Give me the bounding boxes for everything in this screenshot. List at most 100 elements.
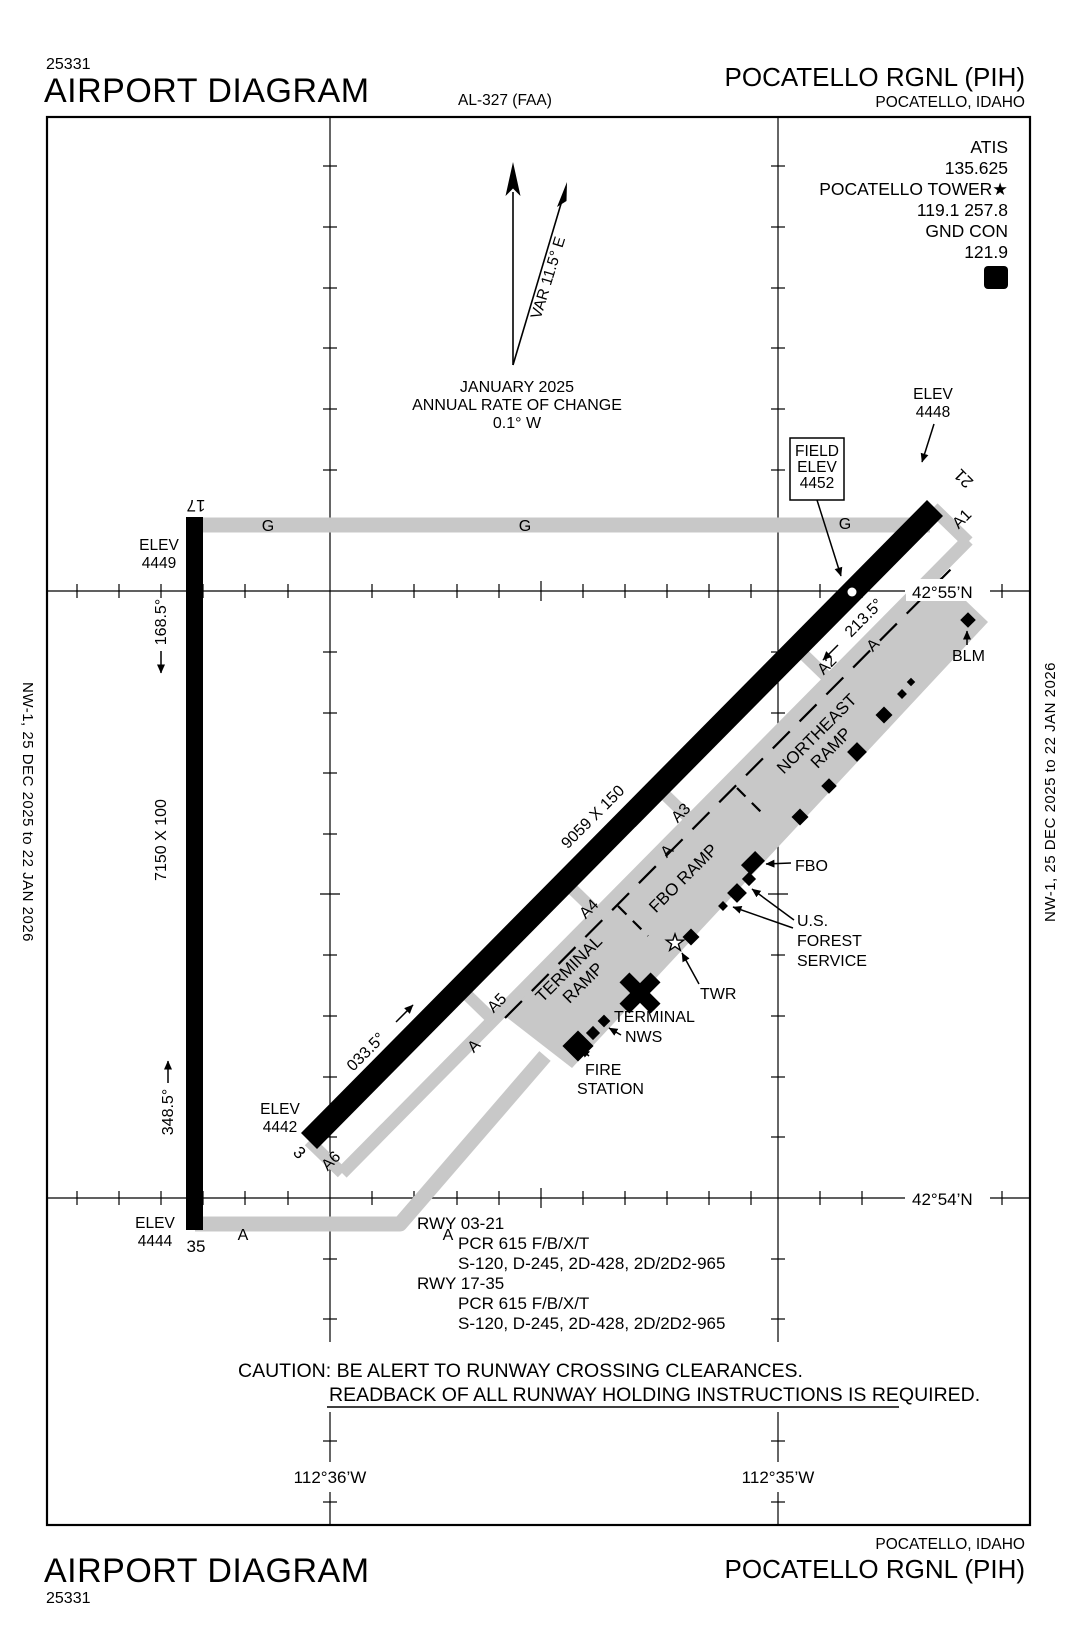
field-elev-point: [847, 587, 857, 597]
taxiway-g-label-1: G: [262, 518, 274, 535]
graticule-ticks: [76, 165, 1003, 1503]
building-terminal: [619, 972, 661, 1014]
elev-17-word: ELEV: [139, 537, 179, 554]
fire-station-label-2: STATION: [577, 1081, 644, 1098]
fbo-label: FBO: [795, 858, 828, 875]
elev-4448-arrow: [920, 423, 935, 463]
chart-code-top: 25331: [46, 56, 91, 73]
caution-line-2: READBACK OF ALL RUNWAY HOLDING INSTRUCTI…: [329, 1384, 980, 1406]
building-nws-1: [585, 1025, 601, 1041]
d-atis-icon: [984, 266, 1008, 289]
tower-label: POCATELLO TOWER★: [819, 179, 1008, 199]
variation-label: VAR 11.5° E: [528, 235, 569, 321]
magvar-date: JANUARY 2025: [460, 379, 574, 396]
fire-station-label-1: FIRE: [585, 1062, 621, 1079]
runway-3-number: 3: [289, 1143, 309, 1163]
fbo-arrow: [765, 859, 792, 868]
apron: [505, 576, 988, 1068]
runway-03-21: [301, 500, 943, 1149]
building-usfs-2: [741, 871, 757, 887]
nws-label: NWS: [625, 1029, 662, 1046]
elev-3-word: ELEV: [260, 1101, 300, 1118]
usfs-label-2: FOREST: [797, 933, 862, 950]
magvar-rate-1: ANNUAL RATE OF CHANGE: [412, 397, 622, 414]
caution-block: CAUTION: BE ALERT TO RUNWAY CROSSING CLE…: [238, 1360, 980, 1408]
variation-arrowhead-icon: [557, 182, 567, 207]
usfs-label-1: U.S.: [797, 913, 828, 930]
lat-54-bg: [906, 1186, 990, 1208]
twr-arrow: [681, 952, 700, 985]
taxiway-a-label-4: A: [238, 1227, 249, 1244]
lon-36-label: 112°36’W: [294, 1468, 367, 1487]
taxiway-g-label-2: G: [519, 518, 531, 535]
lat-54-label: 42°54’N: [912, 1190, 973, 1209]
chart-code-bottom: 25331: [46, 1590, 91, 1607]
building-blm: [960, 612, 976, 628]
taxiway-a-label-5: A: [443, 1227, 454, 1244]
field-elev-line1: FIELD: [795, 443, 839, 460]
field-elev-box: FIELD ELEV 4452: [789, 437, 845, 501]
hdg-168-label: 168.5°: [153, 599, 170, 645]
hdg-348-label: 348.5°: [160, 1089, 177, 1135]
airport-name-bottom: POCATELLO RGNL (PIH): [724, 1554, 1026, 1584]
runway-17-35: [186, 517, 203, 1230]
atis-label: ATIS: [970, 137, 1008, 157]
rwy-data-line-3: S-120, D-245, 2D-428, 2D/2D2-965: [458, 1254, 725, 1273]
elev-35-word: ELEV: [135, 1215, 175, 1232]
runway-data-block: RWY 03-21 PCR 615 F/B/X/T S-120, D-245, …: [417, 1214, 725, 1333]
runway-21-number: 21: [950, 465, 977, 492]
airport-city-top: POCATELLO, IDAHO: [875, 94, 1025, 111]
nws-arrow: [608, 1027, 622, 1036]
north-arrowhead-icon: [505, 162, 521, 196]
building-fbo: [740, 850, 766, 876]
airport-city-bottom: POCATELLO, IDAHO: [875, 1536, 1025, 1553]
graticule: [47, 117, 1030, 1525]
elev-17-value: 4449: [142, 555, 176, 572]
lat-55-label: 42°55’N: [912, 583, 973, 602]
taxiway-a-south-path: [195, 1051, 551, 1232]
building-ne-ramp-6: [906, 677, 916, 687]
apron-markings: [504, 561, 959, 1019]
field-elev-line3: 4452: [800, 475, 834, 492]
hdg-213-arrow: [822, 644, 839, 661]
building-ne-ramp-5: [897, 689, 907, 699]
elev-21-word: ELEV: [913, 386, 953, 403]
twr-label: TWR: [700, 986, 736, 1003]
rwy-data-line-5: PCR 615 F/B/X/T: [458, 1294, 589, 1313]
north-arrow: VAR 11.5° E JANUARY 2025 ANNUAL RATE OF …: [412, 162, 622, 432]
taxiway-g-label-3: G: [839, 516, 851, 533]
taxiway-a-parallel-path: [337, 535, 973, 1178]
caution-line-1: CAUTION: BE ALERT TO RUNWAY CROSSING CLE…: [238, 1360, 803, 1382]
rwy-data-line-6: S-120, D-245, 2D-428, 2D/2D2-965: [458, 1314, 725, 1333]
magvar-rate-2: 0.1° W: [493, 415, 542, 432]
terminal-label: TERMINAL: [614, 1009, 695, 1026]
building-twr-base: [682, 928, 700, 946]
usfs-label-3: SERVICE: [797, 953, 867, 970]
comm-box: ATIS 135.625 POCATELLO TOWER★ 119.1 257.…: [819, 137, 1008, 289]
leader-arrows: [157, 423, 971, 1083]
building-usfs-small: [718, 901, 728, 911]
runway-17-35-dimensions: 7150 X 100: [153, 799, 170, 881]
lon-35-label: 112°35’W: [742, 1468, 815, 1487]
elev-35-value: 4444: [138, 1233, 173, 1250]
field-elev-line2: ELEV: [797, 459, 837, 476]
gnd-con-label: GND CON: [925, 221, 1008, 241]
building-ne-ramp-1: [791, 808, 809, 826]
rwy-data-line-1: RWY 03-21: [417, 1214, 504, 1233]
rwy-data-line-2: PCR 615 F/B/X/T: [458, 1234, 589, 1253]
elev-21-value: 4448: [916, 404, 950, 421]
blm-label: BLM: [952, 648, 985, 665]
building-ne-ramp-3: [847, 742, 867, 762]
runway-35-number: 35: [187, 1237, 206, 1256]
atis-freq: 135.625: [945, 158, 1008, 178]
hdg-033-arrow: [395, 1004, 414, 1023]
map-border: [45, 115, 1032, 1527]
rwy-data-line-4: RWY 17-35: [417, 1274, 504, 1293]
building-ne-ramp-2: [821, 778, 837, 794]
usfs-arrow-1: [751, 888, 795, 921]
runway-17-number: 17: [187, 496, 206, 515]
tower-freqs: 119.1 257.8: [917, 200, 1008, 220]
page-title-bottom: AIRPORT DIAGRAM: [44, 1552, 370, 1590]
